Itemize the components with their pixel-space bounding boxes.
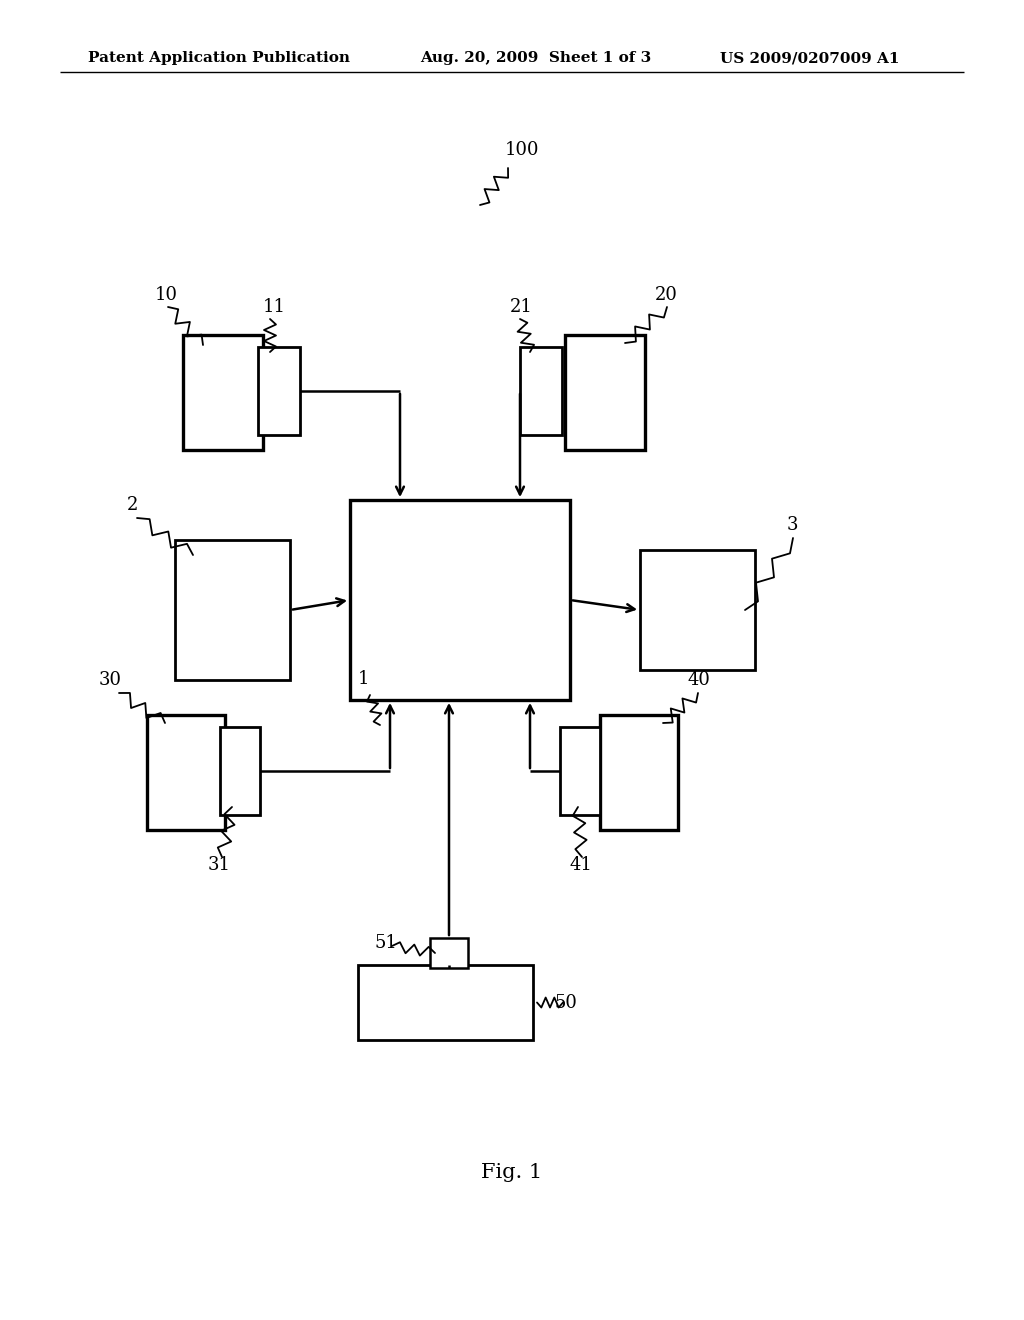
Bar	[520, 347, 562, 436]
Text: Fig. 1: Fig. 1	[481, 1163, 543, 1181]
Text: 30: 30	[99, 671, 122, 689]
Text: 21: 21	[510, 298, 532, 315]
Bar	[640, 550, 755, 671]
Text: 100: 100	[505, 141, 540, 158]
Text: 51: 51	[375, 935, 398, 952]
Bar	[220, 727, 260, 814]
Text: 41: 41	[570, 855, 593, 874]
Text: 2: 2	[127, 496, 138, 513]
Bar	[600, 715, 678, 830]
Bar	[565, 335, 645, 450]
Text: US 2009/0207009 A1: US 2009/0207009 A1	[720, 51, 899, 65]
Bar	[350, 500, 570, 700]
Text: 40: 40	[688, 671, 711, 689]
Bar	[258, 347, 300, 436]
Text: 10: 10	[155, 286, 178, 304]
Bar	[358, 965, 534, 1040]
Text: Aug. 20, 2009  Sheet 1 of 3: Aug. 20, 2009 Sheet 1 of 3	[420, 51, 651, 65]
Text: 1: 1	[358, 671, 370, 688]
Text: 11: 11	[263, 298, 286, 315]
Text: 20: 20	[655, 286, 678, 304]
Bar	[560, 727, 600, 814]
Bar	[183, 335, 263, 450]
Text: 31: 31	[208, 855, 231, 874]
Text: Patent Application Publication: Patent Application Publication	[88, 51, 350, 65]
Bar	[147, 715, 225, 830]
Bar	[430, 939, 468, 968]
Bar	[175, 540, 290, 680]
Text: 3: 3	[787, 516, 799, 535]
Text: 50: 50	[555, 994, 578, 1011]
